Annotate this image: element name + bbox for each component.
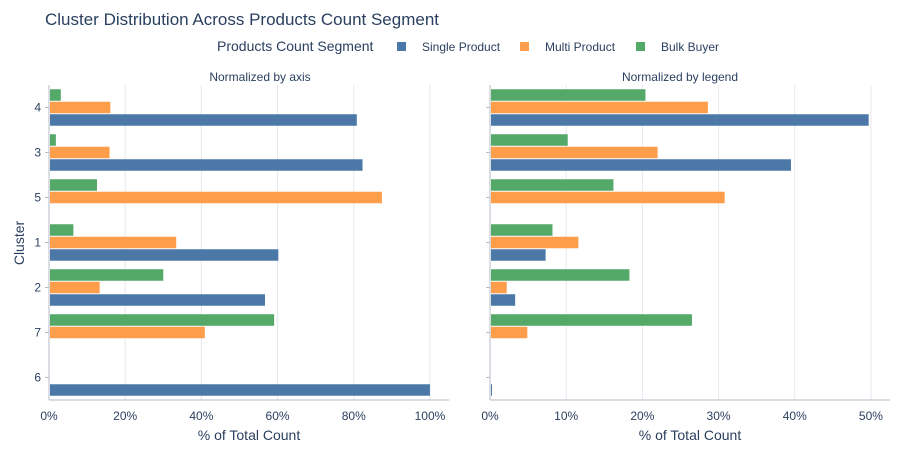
bar-single-product-cluster-2[interactable] xyxy=(491,294,516,306)
bar-multi-product-cluster-5[interactable] xyxy=(50,191,382,204)
legend[interactable]: Products Count Segment Single Product Mul… xyxy=(217,38,719,54)
x-tick-label: 100% xyxy=(415,409,446,423)
bar-multi-product-cluster-4[interactable] xyxy=(491,101,708,114)
y-tick-label-3: 3 xyxy=(34,146,41,160)
bar-multi-product-cluster-1[interactable] xyxy=(491,236,579,249)
x-axis-label: % of Total Count xyxy=(639,427,742,443)
x-tick-label: 40% xyxy=(189,409,213,423)
y-axis-label: Cluster xyxy=(11,220,27,265)
bar-bulk-buyer-cluster-4[interactable] xyxy=(491,89,646,101)
legend-swatch-single-product xyxy=(397,42,406,51)
bar-multi-product-cluster-3[interactable] xyxy=(491,146,658,159)
legend-label-single-product: Single Product xyxy=(422,40,501,54)
bar-single-product-cluster-6[interactable] xyxy=(50,384,430,396)
panel-1: Normalized by axis 0% 20% 40% 60% 80% 100% 4 3 5 1… xyxy=(34,70,449,443)
bar-bulk-buyer-cluster-7[interactable] xyxy=(491,314,692,326)
x-tick-label: 40% xyxy=(783,409,807,423)
x-tick-label: 80% xyxy=(342,409,366,423)
y-tick-label-2: 2 xyxy=(34,281,41,295)
bar-bulk-buyer-cluster-5[interactable] xyxy=(491,179,614,191)
bar-bulk-buyer-cluster-7[interactable] xyxy=(50,314,275,326)
bar-bulk-buyer-cluster-5[interactable] xyxy=(50,179,97,191)
x-tick-label: 20% xyxy=(113,409,137,423)
bar-single-product-cluster-2[interactable] xyxy=(50,294,265,306)
bar-multi-product-cluster-3[interactable] xyxy=(50,146,110,159)
bar-single-product-cluster-6[interactable] xyxy=(491,384,492,396)
legend-swatch-bulk-buyer xyxy=(636,42,645,51)
bar-multi-product-cluster-2[interactable] xyxy=(50,281,100,294)
x-axis-label: % of Total Count xyxy=(198,427,301,443)
bar-single-product-cluster-4[interactable] xyxy=(50,114,357,126)
bar-bulk-buyer-cluster-1[interactable] xyxy=(491,224,553,236)
panel-title: Normalized by axis xyxy=(209,70,310,84)
x-tick-label: 30% xyxy=(707,409,731,423)
x-tick-label: 20% xyxy=(630,409,654,423)
x-tick-label: 10% xyxy=(554,409,578,423)
bar-multi-product-cluster-1[interactable] xyxy=(50,236,177,249)
x-tick-label: 0% xyxy=(481,409,499,423)
x-tick-label: 0% xyxy=(40,409,58,423)
y-tick-label-7: 7 xyxy=(34,326,41,340)
legend-item-multi-product[interactable]: Multi Product xyxy=(520,40,616,54)
legend-title: Products Count Segment xyxy=(217,38,374,54)
legend-item-single-product[interactable]: Single Product xyxy=(397,40,501,54)
bar-single-product-cluster-3[interactable] xyxy=(491,159,791,171)
x-tick-label: 60% xyxy=(266,409,290,423)
y-tick-label-1: 1 xyxy=(34,236,41,250)
bar-single-product-cluster-1[interactable] xyxy=(50,249,279,261)
legend-label-bulk-buyer: Bulk Buyer xyxy=(661,40,719,54)
bar-bulk-buyer-cluster-1[interactable] xyxy=(50,224,74,236)
bar-bulk-buyer-cluster-3[interactable] xyxy=(491,134,568,146)
panel-2: Normalized by legend 0% 10% 20% 30% 40% 50% % o… xyxy=(481,70,890,443)
y-tick-label-6: 6 xyxy=(34,371,41,385)
bar-bulk-buyer-cluster-2[interactable] xyxy=(491,269,630,281)
legend-swatch-multi-product xyxy=(520,42,529,51)
y-tick-label-4: 4 xyxy=(34,101,41,115)
chart-title: Cluster Distribution Across Products Cou… xyxy=(45,10,439,29)
bar-bulk-buyer-cluster-4[interactable] xyxy=(50,89,61,101)
bar-multi-product-cluster-2[interactable] xyxy=(491,281,507,294)
bar-multi-product-cluster-5[interactable] xyxy=(491,191,725,204)
bar-multi-product-cluster-4[interactable] xyxy=(50,101,111,114)
bar-multi-product-cluster-7[interactable] xyxy=(50,326,205,339)
y-tick-label-5: 5 xyxy=(34,191,41,205)
panel-title: Normalized by legend xyxy=(622,70,738,84)
bar-bulk-buyer-cluster-2[interactable] xyxy=(50,269,164,281)
bar-single-product-cluster-3[interactable] xyxy=(50,159,363,171)
legend-label-multi-product: Multi Product xyxy=(545,40,616,54)
bar-multi-product-cluster-7[interactable] xyxy=(491,326,528,339)
bar-single-product-cluster-1[interactable] xyxy=(491,249,546,261)
x-tick-label: 50% xyxy=(859,409,883,423)
bar-single-product-cluster-4[interactable] xyxy=(491,114,869,126)
bar-bulk-buyer-cluster-3[interactable] xyxy=(50,134,56,146)
legend-item-bulk-buyer[interactable]: Bulk Buyer xyxy=(636,40,719,54)
